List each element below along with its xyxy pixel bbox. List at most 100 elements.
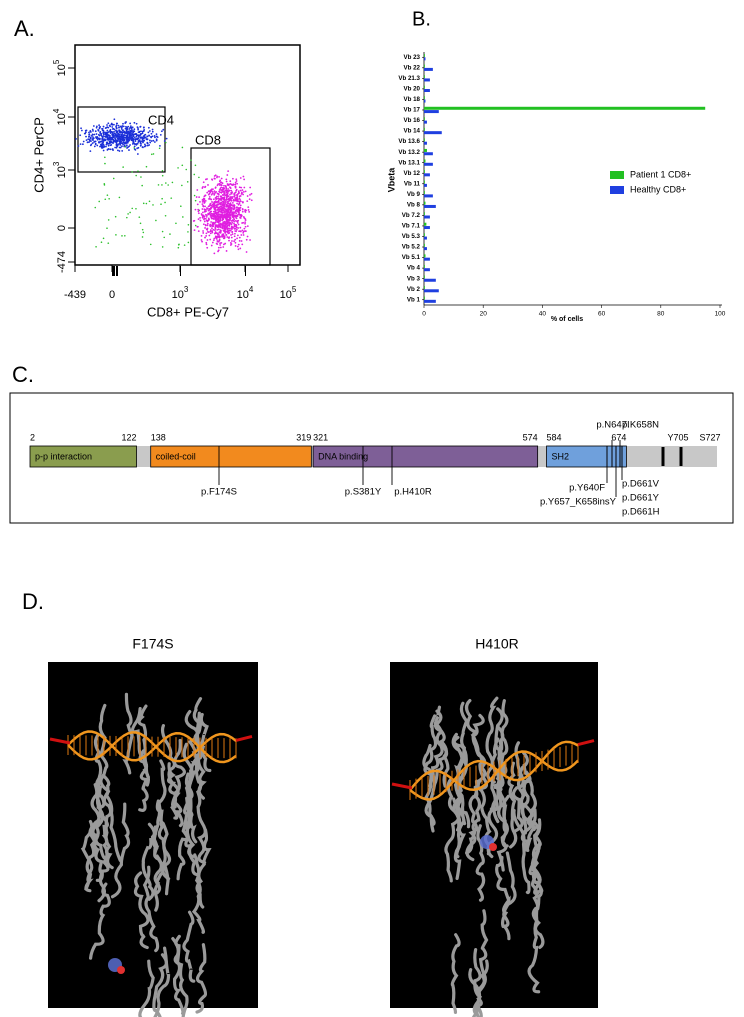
event-dot: [229, 193, 231, 196]
bar: [424, 275, 425, 279]
event-dot: [213, 232, 216, 235]
event-dot: [194, 164, 197, 167]
event-dot: [206, 224, 209, 227]
event-dot: [234, 181, 237, 184]
event-dot: [239, 247, 242, 250]
event-dot: [120, 128, 123, 130]
event-dot: [233, 206, 236, 208]
event-dot: [119, 139, 122, 142]
event-dot: [211, 201, 213, 203]
protein-helix: [475, 824, 486, 902]
event-dot: [237, 248, 240, 251]
event-dot: [120, 136, 123, 139]
event-dot: [98, 200, 101, 203]
event-dot: [235, 189, 238, 192]
bar: [424, 110, 439, 114]
event-dot: [206, 207, 209, 210]
protein-helix: [80, 819, 94, 893]
event-dot: [237, 200, 240, 203]
event-dot: [209, 232, 212, 235]
event-dot: [221, 208, 224, 211]
event-dot: [215, 219, 218, 222]
event-dot: [92, 125, 95, 127]
event-dot: [207, 184, 209, 186]
event-dot: [232, 199, 235, 202]
event-dot: [222, 218, 225, 220]
y-tick-label: Vb 21.3: [398, 75, 420, 82]
event-dot: [234, 238, 237, 241]
event-dot: [231, 205, 234, 207]
event-dot: [231, 230, 234, 233]
event-dot: [210, 212, 213, 215]
event-dot: [146, 138, 149, 141]
event-dot: [212, 239, 215, 242]
protein-helix: [507, 761, 518, 849]
event-dot: [228, 199, 231, 202]
x-axis-label: CD8+ PE-Cy7: [147, 304, 229, 319]
event-dot: [209, 210, 212, 213]
event-dot: [218, 223, 221, 225]
event-dot: [158, 147, 161, 150]
bar: [424, 268, 430, 272]
event-dot: [214, 210, 217, 213]
event-dot: [240, 191, 243, 194]
event-dot: [238, 207, 241, 210]
protein-helix: [122, 692, 134, 775]
event-dot: [218, 182, 221, 185]
protein-helix: [142, 865, 160, 953]
event-dot: [198, 176, 200, 179]
event-dot: [225, 180, 228, 183]
bar: [424, 173, 430, 177]
event-dot: [155, 133, 158, 136]
event-dot: [217, 193, 220, 196]
event-dot: [239, 189, 242, 192]
event-dot: [226, 194, 229, 197]
event-dot: [228, 225, 231, 227]
event-dot: [93, 145, 96, 148]
bar: [424, 204, 436, 208]
event-dot: [241, 189, 244, 191]
event-dot: [225, 233, 228, 236]
protein-helix: [527, 903, 541, 994]
event-dot: [143, 134, 146, 137]
event-dot: [135, 135, 138, 138]
event-dot: [121, 235, 123, 237]
event-dot: [249, 193, 251, 196]
event-dot: [201, 208, 204, 210]
event-dot: [115, 136, 118, 138]
event-dot: [243, 186, 246, 189]
event-dot: [122, 143, 124, 146]
event-dot: [105, 143, 108, 146]
event-dot: [155, 139, 158, 142]
event-dot: [221, 235, 224, 238]
event-dot: [161, 197, 163, 200]
event-dot: [201, 200, 204, 203]
tick-exponent: 5: [292, 285, 297, 294]
event-dot: [237, 227, 240, 229]
event-dot: [122, 138, 125, 141]
event-dot: [86, 141, 89, 144]
event-dot: [187, 223, 190, 226]
event-dot: [223, 227, 225, 230]
event-dot: [135, 174, 137, 177]
event-dot: [242, 191, 245, 193]
event-dot: [88, 141, 90, 144]
event-dot: [213, 193, 216, 196]
event-dot: [222, 243, 225, 246]
panel-label: A.: [14, 16, 35, 41]
event-dot: [213, 190, 216, 193]
event-dot: [211, 241, 214, 244]
event-dot: [217, 217, 219, 219]
event-dot: [118, 133, 121, 136]
event-dot: [119, 142, 122, 145]
event-dot: [122, 166, 124, 168]
event-dot: [214, 200, 217, 203]
event-dot: [171, 181, 174, 184]
event-dot: [89, 150, 92, 153]
event-dot: [225, 250, 228, 252]
event-dot: [241, 208, 244, 210]
event-dot: [163, 236, 166, 239]
event-dot: [239, 214, 242, 217]
tick-exponent: 5: [52, 59, 61, 64]
event-dot: [215, 242, 218, 245]
